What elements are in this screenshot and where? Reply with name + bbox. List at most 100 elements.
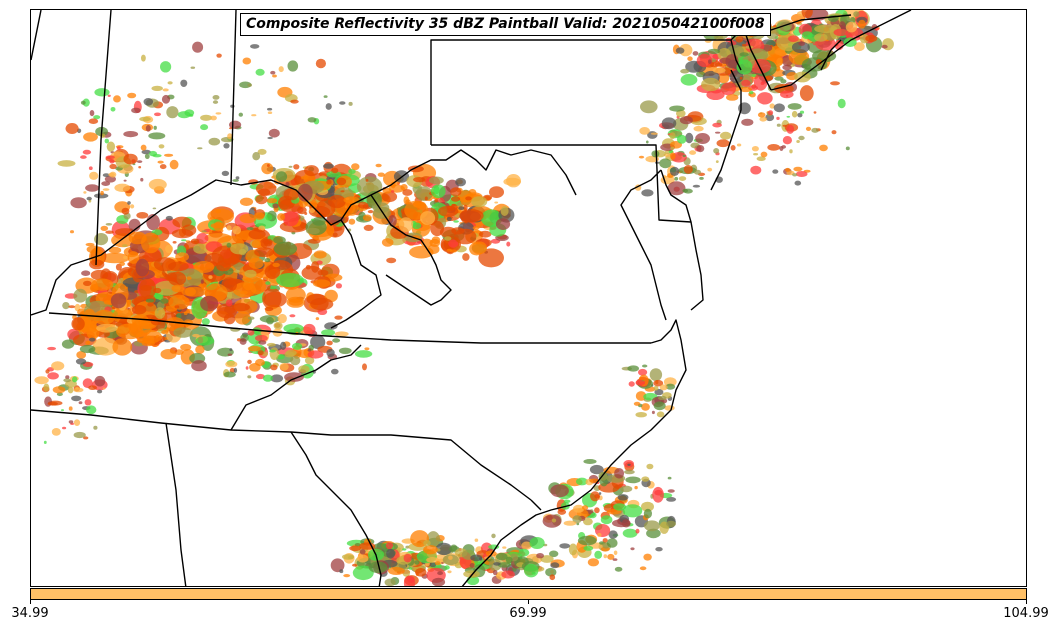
paintball-blob	[67, 386, 74, 394]
paintball-blob	[324, 322, 338, 330]
paintball-blob	[246, 227, 254, 231]
paintball-blob	[334, 331, 349, 337]
paintball-blob	[325, 103, 332, 110]
paintball-blob	[232, 225, 241, 235]
paintball-blob	[451, 203, 456, 207]
paintball-blob	[102, 387, 106, 390]
paintball-blob	[161, 329, 169, 335]
paintball-blob	[169, 159, 179, 170]
paintball-blob	[407, 576, 415, 583]
paintball-blob	[680, 68, 690, 74]
paintball-blob	[680, 74, 698, 86]
paintball-blob	[168, 261, 189, 272]
paintball-blob	[248, 229, 266, 240]
paintball-blob	[429, 176, 444, 185]
paintball-blob	[34, 376, 49, 385]
paintball-blob	[229, 127, 233, 130]
paintball-blob	[332, 338, 341, 343]
paintball-blob	[304, 356, 315, 365]
paintball-blob	[478, 248, 505, 268]
paintball-blob	[61, 409, 64, 412]
paintball-blob	[289, 314, 296, 318]
paintball-blob	[242, 57, 252, 65]
paintball-blob	[264, 264, 281, 279]
paintball-blob	[86, 324, 100, 340]
paintball-blob	[551, 518, 557, 523]
paintball-blob	[190, 66, 196, 69]
paintball-blob	[83, 191, 87, 194]
paintball-blob	[192, 41, 204, 53]
paintball-blob	[799, 110, 805, 114]
paintball-blob	[247, 375, 252, 379]
paintball-blob	[536, 553, 544, 559]
paintball-blob	[786, 124, 795, 134]
paintball-blob	[234, 270, 241, 273]
paintball-blob	[854, 42, 865, 52]
paintball-blob	[270, 364, 278, 371]
paintball-blob	[43, 383, 50, 392]
paintball-blob	[627, 365, 639, 372]
paintball-blob	[550, 484, 569, 498]
paintball-blob	[568, 543, 578, 556]
paintball-blob	[583, 517, 593, 526]
border-sc-north	[290, 431, 532, 501]
paintball-blob	[347, 555, 354, 560]
paintball-blob	[348, 101, 353, 106]
paintball-blob	[635, 379, 646, 386]
paintball-blob	[269, 286, 277, 290]
paintball-blob	[88, 385, 97, 391]
paintball-blob	[782, 136, 793, 145]
paintball-blob	[89, 110, 95, 117]
paintball-blob	[635, 412, 647, 418]
paintball-blob	[247, 316, 255, 320]
paintball-blob	[638, 368, 648, 376]
paintball-blob	[293, 164, 300, 170]
paintball-blob	[858, 19, 866, 29]
paintball-blob	[216, 53, 222, 58]
paintball-blob	[635, 528, 640, 534]
paintball-blob	[540, 555, 554, 563]
colorbar-tick-label-min: 34.99	[11, 606, 49, 621]
paintball-blob	[423, 545, 438, 555]
paintball-blob	[831, 130, 837, 135]
paintball-blob	[434, 199, 439, 203]
paintball-blob	[144, 153, 150, 159]
paintball-blob	[88, 166, 93, 170]
paintball-layer	[34, 10, 894, 586]
paintball-blob	[250, 44, 260, 49]
paintball-blob	[104, 138, 110, 144]
paintball-blob	[301, 265, 323, 280]
paintball-blob	[135, 258, 150, 277]
paintball-blob	[215, 112, 222, 115]
paintball-blob	[89, 171, 99, 180]
paintball-blob	[402, 189, 413, 196]
paintball-blob	[689, 150, 697, 155]
border-nj	[710, 69, 742, 191]
paintball-blob	[833, 28, 848, 37]
paintball-blob	[683, 165, 693, 174]
paintball-blob	[336, 177, 347, 186]
paintball-blob	[253, 208, 257, 212]
paintball-blob	[497, 562, 511, 568]
paintball-blob	[225, 299, 233, 307]
paintball-blob	[82, 149, 92, 155]
border-ga-al	[165, 422, 187, 586]
paintball-blob	[381, 238, 394, 247]
paintball-blob	[109, 159, 115, 164]
paintball-blob	[642, 364, 648, 368]
paintball-blob	[73, 419, 81, 426]
paintball-blob	[311, 218, 314, 221]
paintball-blob	[323, 163, 334, 169]
paintball-blob	[446, 216, 452, 222]
paintball-blob	[549, 550, 559, 558]
paintball-blob	[693, 125, 704, 132]
paintball-blob	[388, 567, 405, 575]
paintball-blob	[633, 401, 641, 406]
paintball-blob	[75, 358, 87, 365]
paintball-blob	[600, 515, 613, 525]
paintball-blob	[307, 348, 312, 352]
paintball-blob	[437, 571, 443, 576]
paintball-blob	[799, 85, 814, 102]
paintball-blob	[135, 329, 162, 344]
paintball-blob	[193, 243, 209, 254]
